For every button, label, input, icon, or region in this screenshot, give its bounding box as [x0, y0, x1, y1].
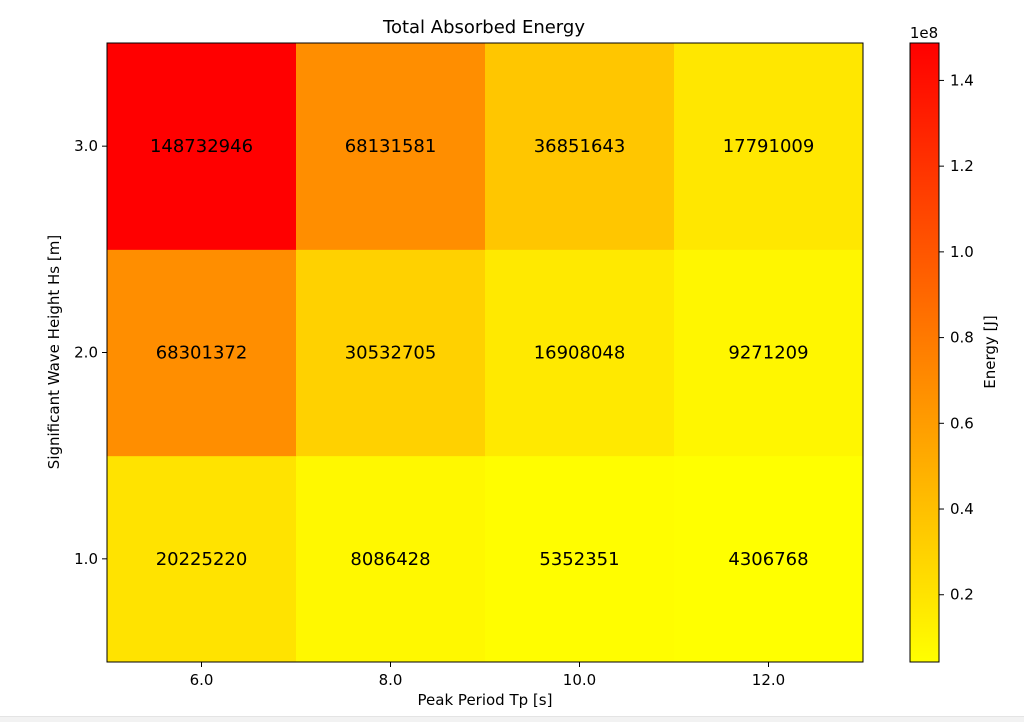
cell-value-label: 68301372 [156, 343, 248, 364]
x-tick-label: 10.0 [563, 671, 596, 689]
heatmap-cell [674, 249, 864, 457]
cell-value-label: 148732946 [150, 136, 253, 157]
heatmap-cells: 20225220 8086428 5352351 4306768 68301372 305… [107, 43, 864, 663]
cell-value-label: 5352351 [539, 549, 619, 570]
y-tick-label: 1.0 [74, 550, 98, 568]
heatmap-cell [485, 455, 675, 663]
colorbar-tick-label: 1.4 [950, 71, 974, 89]
cell-value-label: 36851643 [534, 136, 626, 157]
heatmap-cell [296, 249, 486, 457]
heatmap-cell [296, 455, 486, 663]
colorbar-tick-label: 1.2 [950, 157, 974, 175]
colorbar-label: Energy [J] [981, 315, 999, 388]
heatmap-cell [296, 43, 486, 250]
heatmap-cell [107, 43, 297, 250]
colorbar-tick-label: 0.8 [950, 329, 974, 347]
y-tick-label: 2.0 [74, 344, 98, 362]
cell-value-label: 8086428 [350, 549, 430, 570]
colorbar-axis: 0.2 0.4 0.6 0.8 1.0 1.2 1.4 [939, 71, 974, 604]
cell-value-label: 17791009 [723, 136, 815, 157]
cell-value-label: 4306768 [728, 549, 808, 570]
cell-value-label: 20225220 [156, 549, 248, 570]
heatmap-cell [674, 43, 864, 250]
heatmap-cell [485, 43, 675, 250]
colorbar [909, 42, 940, 663]
page-bottom-rule [0, 716, 1024, 722]
cell-value-label: 68131581 [345, 136, 437, 157]
colorbar-exponent-label: 1e8 [910, 24, 938, 42]
chart-title: Total Absorbed Energy [382, 17, 585, 38]
cell-value-label: 16908048 [534, 343, 626, 364]
heatmap-cell [485, 249, 675, 457]
heatmap-cell [107, 249, 297, 457]
colorbar-tick-label: 0.2 [950, 586, 974, 604]
colorbar-tick-label: 0.6 [950, 414, 974, 432]
x-axis-label: Peak Period Tp [s] [418, 691, 553, 709]
colorbar-tick-label: 0.4 [950, 500, 974, 518]
x-tick-label: 8.0 [379, 671, 403, 689]
y-axis: 1.0 2.0 3.0 [74, 137, 107, 568]
cell-value-label: 30532705 [345, 343, 437, 364]
y-tick-label: 3.0 [74, 137, 98, 155]
colorbar-tick-label: 1.0 [950, 243, 974, 261]
heatmap-cell [107, 455, 297, 663]
y-axis-label: Significant Wave Height Hs [m] [45, 235, 63, 469]
cell-value-label: 9271209 [728, 343, 808, 364]
heatmap-cell [674, 455, 864, 663]
x-axis: 6.0 8.0 10.0 12.0 [190, 662, 785, 689]
x-tick-label: 6.0 [190, 671, 214, 689]
x-tick-label: 12.0 [752, 671, 785, 689]
